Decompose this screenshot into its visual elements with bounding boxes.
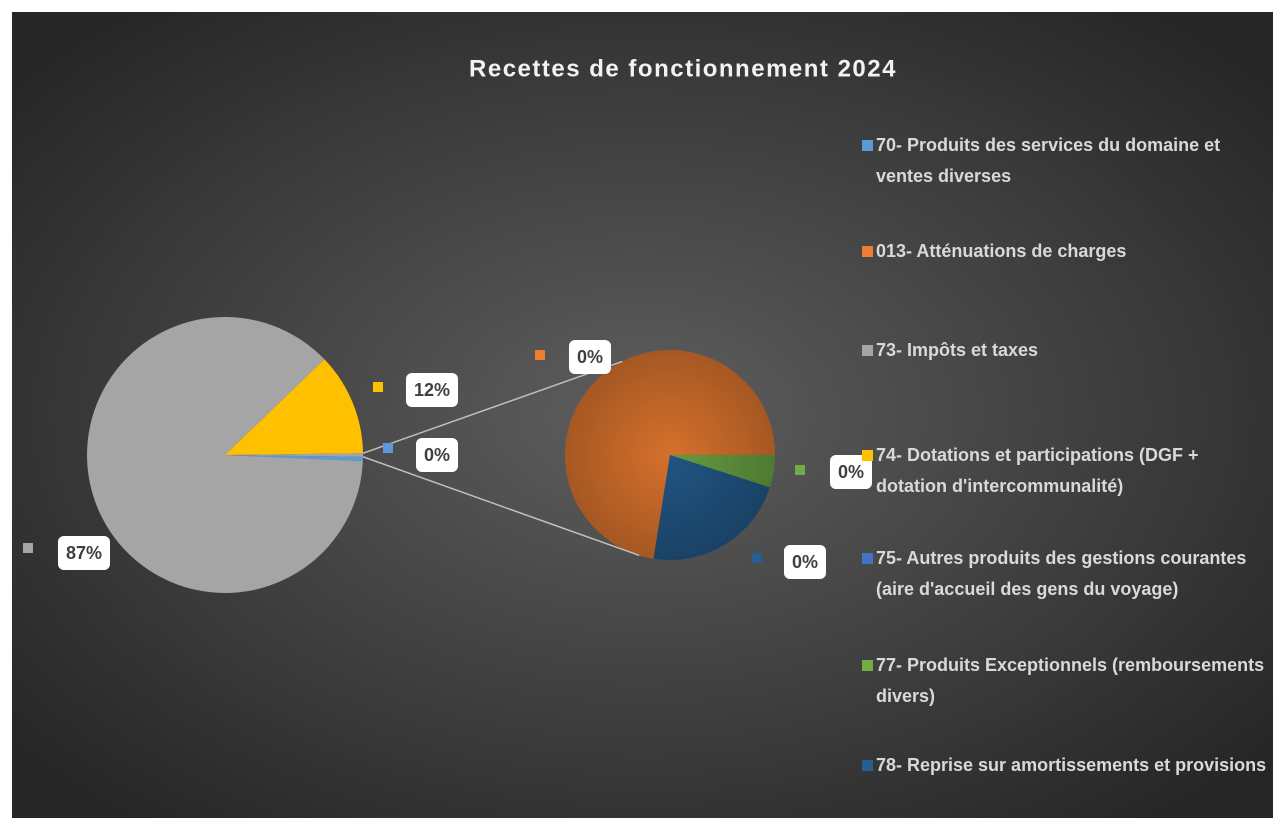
label-marker [795, 465, 805, 475]
data-label-box [405, 373, 459, 407]
legend-entry: 78- Reprise sur amortissements et provis… [862, 750, 1272, 781]
data-label-box [568, 340, 612, 374]
data-label: 0% [838, 462, 864, 482]
legend-swatch [862, 760, 873, 771]
legend-swatch [862, 660, 873, 671]
label-marker [23, 543, 33, 553]
legend-entry: 70- Produits des services du domaine et … [862, 130, 1272, 192]
label-marker [535, 350, 545, 360]
legend-entry: 013- Atténuations de charges [862, 236, 1272, 267]
data-label-box [783, 545, 827, 579]
label-marker [373, 382, 383, 392]
legend-label: 77- Produits Exceptionnels (remboursemen… [876, 655, 1265, 706]
data-label-box [829, 455, 873, 489]
pie-slice [87, 317, 363, 593]
data-label: 12% [414, 380, 450, 400]
data-label: 0% [424, 445, 450, 465]
legend-entry: 74- Dotations et participations (DGF + d… [862, 440, 1272, 502]
pie-slice [225, 455, 363, 462]
legend-label: 75- Autres produits des gestions courant… [876, 548, 1247, 599]
pie-slice [225, 359, 363, 455]
label-marker [752, 553, 762, 563]
legend-label: 013- Atténuations de charges [876, 241, 1127, 261]
legend-label: 73- Impôts et taxes [876, 340, 1039, 360]
connector-line [362, 456, 640, 557]
legend-label: 70- Produits des services du domaine et … [876, 135, 1221, 186]
legend-swatch [862, 345, 873, 356]
legend-label: 74- Dotations et participations (DGF + d… [876, 445, 1199, 496]
legend-entry: 73- Impôts et taxes [862, 335, 1272, 366]
legend-swatch [862, 246, 873, 257]
data-label: 87% [66, 543, 102, 563]
chart-title: Recettes de fonctionnement 2024 [469, 55, 897, 82]
data-label: 0% [577, 347, 603, 367]
legend-swatch [862, 553, 873, 564]
data-label: 0% [792, 552, 818, 572]
data-label-box [415, 438, 459, 472]
label-marker [383, 443, 393, 453]
legend-swatch [862, 450, 873, 461]
legend-label: 78- Reprise sur amortissements et provis… [876, 755, 1267, 775]
legend-entry: 77- Produits Exceptionnels (remboursemen… [862, 650, 1272, 712]
legend-swatch [862, 140, 873, 151]
other-slice [225, 453, 363, 457]
legend-entry: 75- Autres produits des gestions courant… [862, 543, 1272, 605]
connector-line [362, 360, 623, 454]
data-label-box [57, 536, 111, 570]
